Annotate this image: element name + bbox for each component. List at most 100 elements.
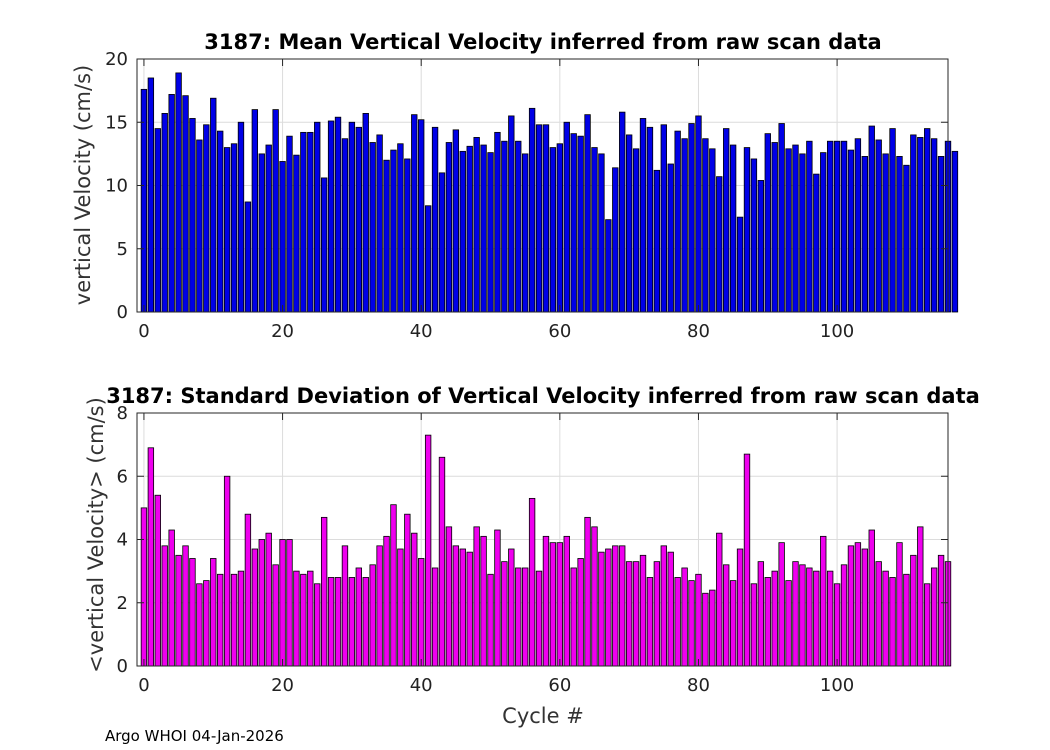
mean-velocity-bar [605,219,612,313]
std-velocity-bar [265,532,272,667]
std-velocity-bar [806,567,813,667]
mean-velocity-bar [320,177,328,313]
mean-velocity-bar [237,121,245,313]
mean-velocity-bar [286,135,293,313]
mean-velocity-bar [764,133,771,313]
std-velocity-bar [237,570,245,667]
std-velocity-bar [605,548,612,667]
mean-velocity-bar [196,139,203,313]
mean-velocity-bar [799,153,806,313]
mean-velocity-bar [341,138,349,313]
std-velocity-bar [729,580,737,667]
mean-velocity-bar [612,167,619,313]
mean-velocity-bar [584,114,591,313]
std-velocity-bar [535,570,543,667]
mean-velocity-bar [563,121,570,313]
std-velocity-bar [695,573,702,667]
std-velocity-bar [681,567,688,667]
std-velocity-bar [750,583,758,667]
std-velocity-bar [632,561,640,667]
std-velocity-bar [140,507,148,667]
std-velocity-bar [799,564,806,667]
std-velocity-ytick-label: 0 [117,656,128,677]
std-velocity-bar [736,548,744,667]
mean-velocity-bar [716,176,723,313]
std-velocity-bar [771,570,778,667]
std-velocity-bar [327,577,335,667]
mean-velocity-bar [210,97,217,313]
std-velocity-bar [494,529,501,667]
mean-velocity-bar [577,135,584,313]
mean-velocity-bar [522,153,529,313]
std-velocity-bar [258,539,265,667]
std-velocity-bar [709,589,716,667]
mean-velocity-bar [924,128,931,313]
mean-velocity-bar [660,124,667,313]
mean-velocity-bar [473,137,480,313]
std-velocity-bar [528,497,536,667]
std-velocity-bar [930,567,938,667]
mean-velocity-ytick-label: 20 [105,49,128,70]
mean-velocity-bar [917,137,924,313]
mean-velocity-bar [729,144,737,313]
mean-velocity-bar [591,147,598,313]
std-velocity-bar [896,542,903,667]
std-velocity-ytick-label: 6 [117,466,128,487]
mean-velocity-bar [348,121,356,313]
std-velocity-bar [286,539,293,667]
std-velocity-bar [196,583,203,667]
mean-velocity-bar [556,143,564,313]
std-velocity-bar [556,542,564,667]
mean-velocity-bar [369,142,376,313]
std-velocity-bar [917,526,924,667]
std-velocity-bar [230,573,238,667]
std-velocity-bar [889,577,896,667]
std-velocity-bar [383,535,390,667]
mean-velocity-bar [300,131,307,313]
std-velocity-bar [341,545,349,667]
mean-velocity-bar [861,156,868,313]
std-velocity-bar [625,561,633,667]
mean-velocity-bar [549,147,557,313]
std-velocity-bar [591,526,598,667]
std-velocity-bar [168,529,175,667]
mean-velocity-bar [431,126,439,313]
std-velocity-bar [646,577,654,667]
std-velocity-xtick-label: 20 [271,675,294,696]
mean-velocity-bar [397,143,404,313]
std-velocity-bar [549,542,557,667]
mean-velocity-bar [619,111,626,313]
mean-velocity-bar [244,201,252,313]
std-velocity-bar [820,535,827,667]
mean-velocity-bar [528,107,536,313]
mean-velocity-bars [140,72,959,313]
std-velocity-bar [598,551,605,667]
std-velocity-bar [723,564,730,667]
std-velocity-bar [445,526,453,667]
std-velocity-bar [272,564,279,667]
mean-velocity-bar [314,121,321,313]
std-velocity-bar [924,583,931,667]
std-velocity-bar [438,456,446,667]
mean-velocity-bar [674,130,681,313]
mean-velocity-bar [646,126,654,313]
mean-velocity-bar [230,143,238,313]
std-velocity-bar [147,447,155,667]
std-velocity-bar [847,545,855,667]
mean-velocity-ytick-label: 0 [117,302,128,323]
std-velocity-bar [411,532,418,667]
std-velocity-bar [293,570,300,667]
mean-velocity-bar [840,140,848,313]
std-velocity-bar [653,561,661,667]
std-velocity-bar [251,548,259,667]
mean-velocity-bar [854,138,862,313]
mean-velocity-ticks: 0 20 40 60 80 100 0 5 10 15 20 [105,49,948,342]
std-velocity-bar [584,516,591,667]
std-velocity-bar [826,570,834,667]
mean-velocity-xtick-label: 0 [138,321,149,342]
std-velocity-bar [154,494,161,667]
std-velocity-bar [903,573,910,667]
mean-velocity-bar [723,128,730,313]
std-velocity-bar [320,516,328,667]
std-velocity-bar [833,583,841,667]
